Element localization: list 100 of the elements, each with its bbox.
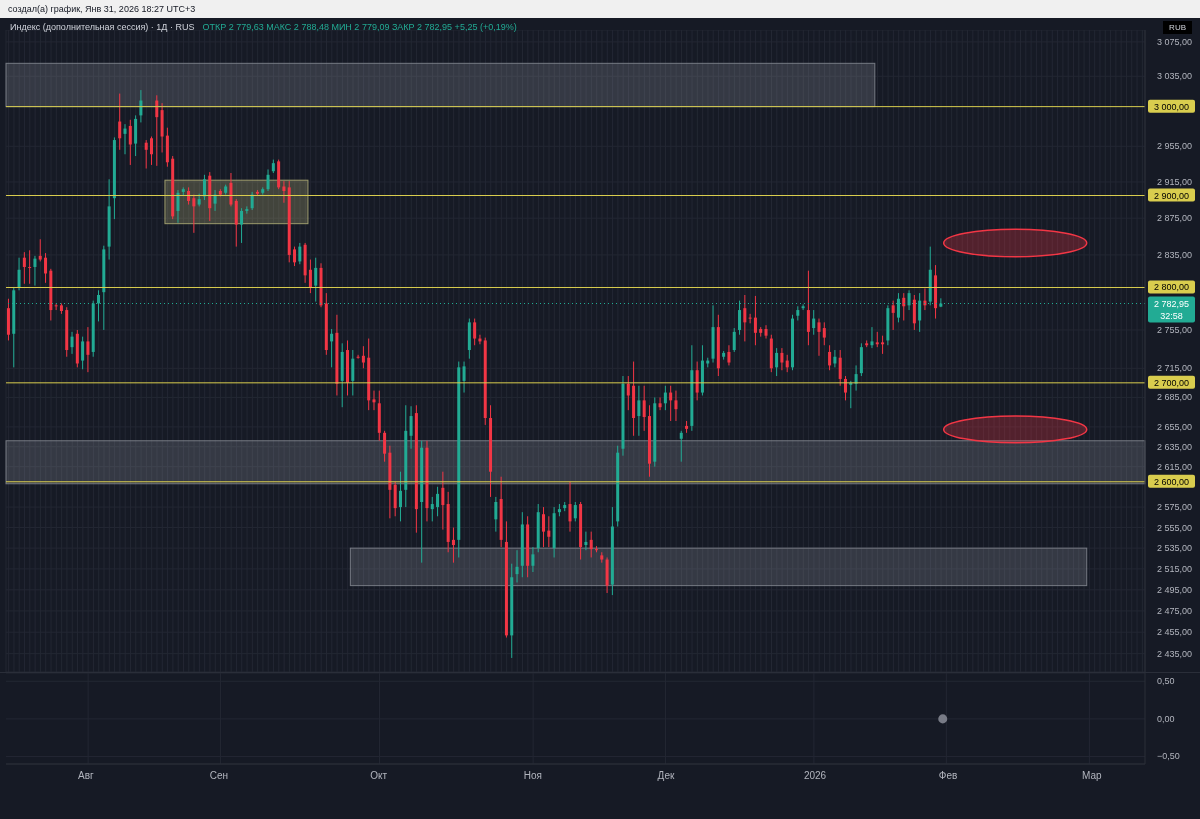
candlestick — [828, 344, 832, 371]
candlestick — [70, 331, 74, 355]
y-tick-label: 2 685,00 — [1157, 392, 1193, 403]
y-tick-label: 2 715,00 — [1157, 363, 1193, 374]
candlestick — [748, 313, 752, 324]
candlestick — [626, 375, 630, 411]
x-tick-label: Дек — [657, 770, 675, 782]
candlestick — [764, 324, 768, 340]
candlestick — [293, 246, 297, 267]
candlestick — [891, 300, 895, 331]
candlestick — [144, 139, 148, 170]
candlestick — [695, 361, 699, 401]
candlestick — [870, 326, 874, 349]
text: создал(а) график, Янв 31, 2026 18:27 UTC+3 — [0, 0, 1200, 18]
y-tick-label: 3 035,00 — [1157, 71, 1193, 82]
candlestick — [732, 327, 736, 353]
candlestick — [17, 257, 21, 291]
candlestick — [282, 180, 286, 204]
candlestick — [118, 93, 122, 151]
candlestick — [22, 251, 26, 285]
candlestick — [430, 496, 434, 522]
candlestick — [234, 198, 238, 248]
candlestick — [589, 531, 593, 558]
candlestick — [727, 344, 731, 366]
y-tick-label: 2 915,00 — [1157, 176, 1193, 187]
candlestick — [642, 385, 646, 432]
candlestick — [568, 481, 572, 533]
candlestick — [753, 295, 757, 346]
candlestick — [547, 515, 551, 548]
x-tick-label: 2026 — [803, 770, 827, 782]
y-tick-label: 2 435,00 — [1157, 648, 1193, 659]
candlestick — [494, 496, 498, 533]
candlestick — [351, 349, 355, 396]
y-tick-label: 3 075,00 — [1157, 36, 1193, 47]
candlestick — [361, 345, 365, 369]
y-tick-label: 2 755,00 — [1157, 324, 1193, 335]
chart-title: Индекс (дополнительная сессия) · 1Д · RUS — [10, 21, 195, 33]
candlestick — [849, 380, 853, 409]
x-tick-label: Мар — [1081, 770, 1102, 782]
candlestick — [393, 481, 397, 517]
x-tick-label: Авг — [78, 770, 94, 782]
candlestick — [409, 405, 413, 450]
candlestick — [44, 252, 48, 284]
y-tick-label: 2 575,00 — [1157, 502, 1193, 513]
candlestick — [436, 486, 440, 517]
candlestick — [812, 309, 816, 336]
candlestick — [128, 119, 132, 166]
y-tick-label: 2 655,00 — [1157, 421, 1193, 432]
candlestick — [584, 531, 588, 551]
candlestick — [192, 194, 196, 234]
y-tick-label: 2 615,00 — [1157, 461, 1193, 472]
candlestick — [854, 364, 858, 392]
candlestick — [912, 294, 916, 331]
candlestick — [817, 318, 821, 357]
y-tick-label: −0,50 — [1157, 751, 1180, 762]
candlestick — [462, 361, 466, 394]
candlestick — [806, 270, 810, 346]
y-tick-label: 0,00 — [1157, 713, 1175, 724]
y-tick-label: 2 635,00 — [1157, 441, 1193, 452]
candlestick — [637, 385, 641, 437]
candlestick — [531, 546, 535, 573]
y-tick-label: 0,50 — [1157, 676, 1175, 687]
candlestick — [674, 390, 678, 422]
y-tick-label: 2 515,00 — [1157, 563, 1193, 574]
candlestick — [743, 294, 747, 342]
candlestick — [451, 527, 455, 564]
candlestick — [229, 172, 233, 207]
candlestick — [573, 501, 577, 522]
candlestick — [822, 321, 826, 346]
x-tick-label: Окт — [370, 770, 388, 782]
x-tick-label: Ноя — [523, 770, 543, 782]
candlestick — [123, 123, 127, 155]
ref-line-label: 3 000,00 — [1153, 101, 1190, 112]
y-tick-label: 2 495,00 — [1157, 584, 1193, 595]
y-tick-label: 2 835,00 — [1157, 249, 1193, 260]
candlestick — [240, 207, 244, 244]
y-tick-label: 2 555,00 — [1157, 522, 1193, 533]
candlestick — [28, 249, 32, 285]
candlestick — [902, 292, 906, 321]
candlestick — [38, 238, 42, 262]
candlestick — [155, 94, 159, 167]
candlestick — [54, 302, 58, 311]
ref-line-label: 2 782,95 32:58 — [1153, 298, 1190, 321]
candlestick — [330, 328, 334, 368]
candlestick — [356, 354, 360, 360]
candlestick — [780, 347, 784, 371]
ref-line-label: 2 900,00 — [1153, 190, 1190, 201]
candlestick — [176, 189, 180, 224]
candlestick — [441, 471, 445, 531]
candlestick — [833, 349, 837, 368]
candlestick — [663, 385, 667, 411]
ref-line-label: 2 600,00 — [1153, 476, 1190, 487]
ref-line-label: 2 700,00 — [1153, 377, 1190, 388]
ref-line-label: 2 800,00 — [1153, 282, 1190, 293]
candlestick — [86, 326, 90, 373]
candlestick — [314, 257, 318, 303]
candlestick — [398, 471, 402, 522]
candlestick — [308, 259, 312, 294]
candlestick — [515, 549, 519, 583]
candlestick — [775, 347, 779, 377]
